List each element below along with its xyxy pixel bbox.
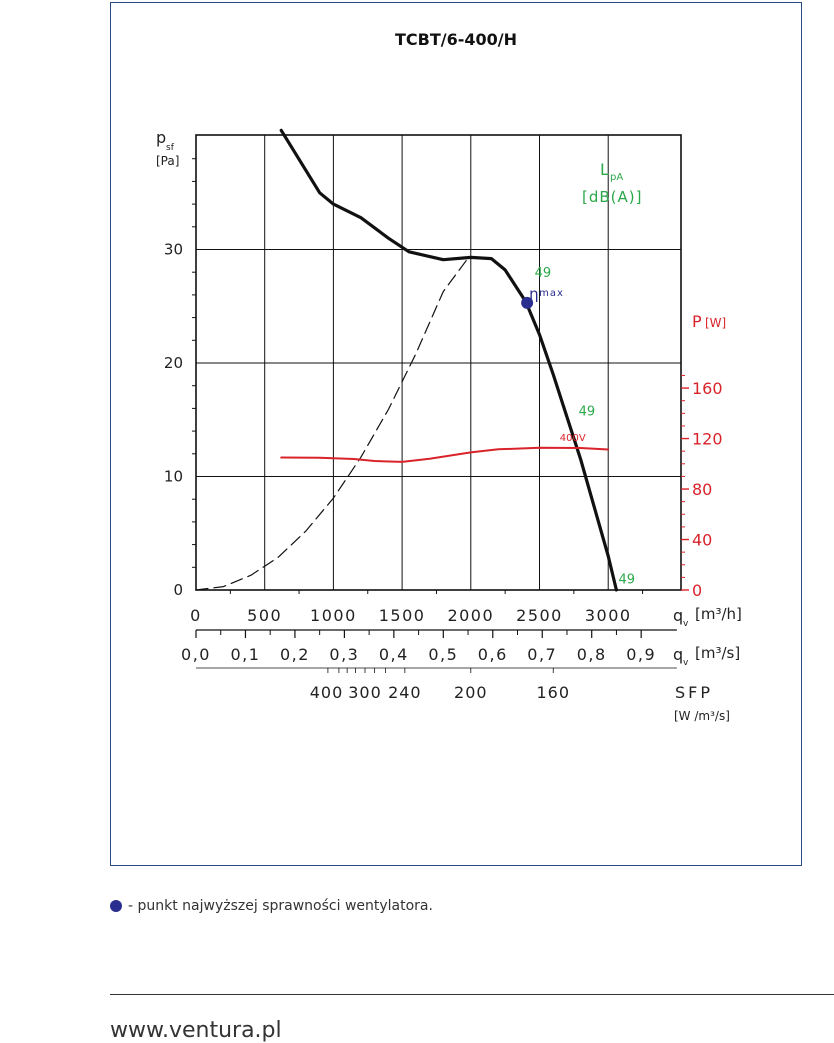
x2-tick-label: 0,0 [181,645,211,664]
footer-url: www.ventura.pl [110,1018,282,1043]
y-axis-label: p [156,128,166,147]
noise-value-label: 49 [618,573,635,588]
x2-axis-label: q [673,645,683,664]
x2-tick-label: 0,2 [280,645,310,664]
x2-axis-label-sub: v [683,658,689,668]
pressure-curve [279,128,618,592]
y2-tick-label: 160 [692,379,723,398]
x-tick-label: 500 [247,606,282,625]
noise-label-sub: pA [610,172,623,183]
x2-tick-label: 0,3 [329,645,359,664]
y-axis-label-sub: sf [166,143,175,153]
legend: - punkt najwyższej sprawności wentylator… [110,898,433,914]
eta-max-label-sub: max [539,288,564,299]
x-axis-label-sub: v [683,619,689,629]
eta-max-legend-dot [110,900,122,912]
x-tick-label: 2000 [447,606,494,625]
chart-title: TCBT/6-400/H [394,30,517,49]
fan-performance-chart: 0 10 20 30 psf[Pa] 0 40 80 120 160 P [W] L pA [dB(A)] 0… [156,128,742,723]
system-curve [195,255,470,591]
y-tick-label: 10 [164,468,183,486]
x2-tick-label: 0,6 [478,645,508,664]
noise-label: L [600,160,609,179]
x-tick-label: 0 [190,606,202,625]
y-axis-unit: [Pa] [156,154,179,168]
x2-tick-label: 0,4 [379,645,409,664]
y2-axis-label: P [692,312,702,331]
y2-tick-label: 40 [692,531,712,550]
y-tick-label: 30 [164,241,183,259]
sfp-tick-label: 240 [388,683,422,702]
x2-tick-label: 0,1 [230,645,260,664]
x2-tick-label: 0,8 [577,645,607,664]
x2-axis-unit: [m³/s] [695,644,740,662]
noise-unit: [dB(A)] [582,188,642,206]
x2-tick-label: 0,7 [527,645,557,664]
y-tick-label: 0 [173,581,183,599]
sfp-tick-label: 400 [310,683,344,702]
y2-axis-unit: [W] [705,316,726,330]
sfp-tick-label: 160 [536,683,570,702]
y2-tick-label: 80 [692,480,712,499]
eta-max-label: η [529,285,539,303]
x-axis-unit: [m³/h] [695,605,742,623]
sfp-unit: [W /m³/s] [674,709,730,723]
y2-tick-label: 0 [692,581,702,600]
sfp-label: SFP [675,683,713,702]
x-tick-label: 2500 [516,606,563,625]
sfp-tick-label: 300 [348,683,382,702]
x-tick-label: 1500 [379,606,426,625]
x-axis-label: q [673,606,683,625]
x-tick-label: 1000 [310,606,357,625]
legend-text: - punkt najwyższej sprawności wentylator… [128,898,433,914]
x-tick-label: 3000 [585,606,632,625]
chart-frame [110,2,802,866]
sfp-tick-label: 200 [454,683,488,702]
eta-max-point [521,296,534,309]
footer-divider [110,994,834,995]
y2-tick-label: 120 [692,430,723,449]
noise-value-label: 49 [535,266,552,281]
x2-tick-label: 0,5 [428,645,458,664]
power-series-label: 400V [560,433,586,444]
x2-tick-label: 0,9 [626,645,656,664]
noise-value-label: 49 [579,405,596,420]
power-curve [280,446,610,463]
y-tick-label: 20 [164,354,183,372]
